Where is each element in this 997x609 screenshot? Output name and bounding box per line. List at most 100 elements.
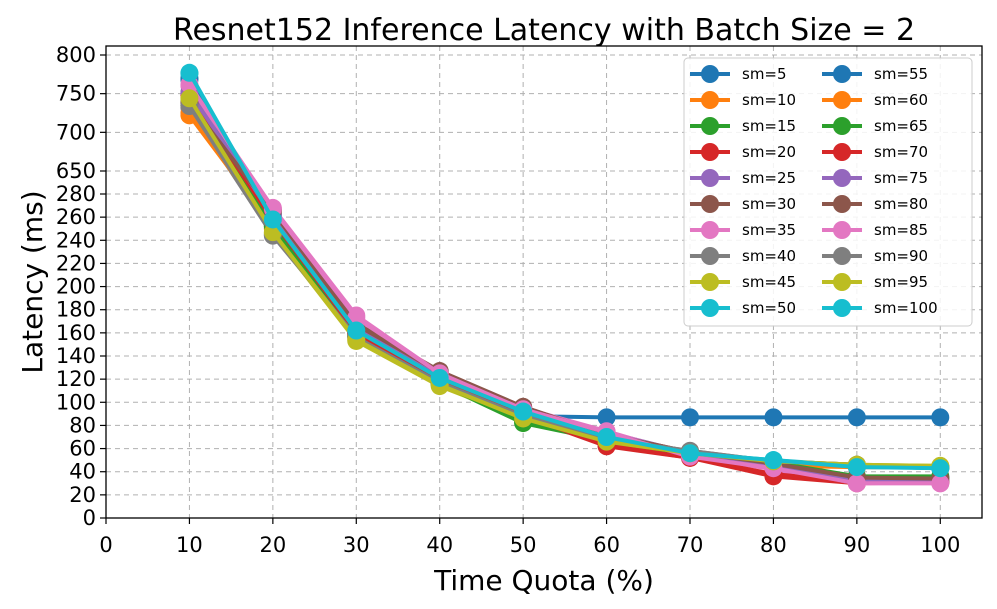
data-point (514, 402, 533, 421)
legend-label: sm=15 (742, 117, 796, 135)
y-axis: 0204060801001201401601802002202402602806… (56, 43, 106, 530)
y-tick-label: 40 (69, 460, 96, 484)
data-point (430, 368, 449, 387)
x-tick-label: 70 (677, 533, 704, 557)
series-line (187, 83, 941, 486)
legend-item: sm=55 (822, 65, 928, 83)
series-sm-100 (180, 63, 950, 478)
data-point (263, 210, 282, 229)
data-point (931, 408, 950, 427)
x-tick-label: 40 (426, 533, 453, 557)
legend-label: sm=25 (742, 169, 796, 187)
legend-item: sm=65 (822, 117, 928, 135)
x-axis: 0 10 20 30 40 50 60 70 80 90 100 (99, 518, 960, 557)
legend-swatch-marker (701, 169, 719, 187)
x-tick-label: 50 (510, 533, 537, 557)
legend-label: sm=30 (742, 195, 796, 213)
y-tick-label: 750 (56, 82, 96, 106)
legend-swatch-marker (833, 117, 851, 135)
legend-swatch-marker (833, 195, 851, 213)
y-tick-label: 180 (56, 298, 96, 322)
legend-item: sm=60 (822, 91, 928, 109)
series-line (187, 71, 941, 471)
legend-item: sm=10 (690, 91, 796, 109)
legend-box (683, 57, 973, 327)
legend-item: sm=25 (690, 169, 796, 187)
y-tick-label: 60 (69, 437, 96, 461)
legend-swatch-marker (701, 221, 719, 239)
legend-label: sm=35 (742, 221, 796, 239)
legend-swatch-marker (833, 65, 851, 83)
y-axis-label: Latency (ms) (16, 190, 49, 373)
x-tick-label: 30 (343, 533, 370, 557)
y-tick-label: 800 (56, 43, 96, 67)
y-tick-label: 120 (56, 367, 96, 391)
legend-swatch-marker (701, 143, 719, 161)
y-tick-label: 160 (56, 321, 96, 345)
legend-swatch-marker (833, 221, 851, 239)
y-tick-label: 140 (56, 344, 96, 368)
data-point (180, 89, 199, 108)
legend-label: sm=60 (874, 91, 928, 109)
data-point (847, 408, 866, 427)
chart-title: Resnet152 Inference Latency with Batch S… (173, 13, 915, 48)
y-tick-label: 280 (56, 182, 96, 206)
data-point (847, 458, 866, 477)
data-point (597, 428, 616, 446)
legend-item: sm=35 (690, 221, 796, 239)
legend-item: sm=80 (822, 195, 928, 213)
legend-swatch-marker (701, 117, 719, 135)
legend-label: sm=5 (742, 65, 787, 83)
y-tick-label: 200 (56, 275, 96, 299)
data-point (847, 474, 866, 493)
legend-label: sm=80 (874, 195, 928, 213)
x-tick-label: 0 (99, 533, 112, 557)
legend-swatch-marker (833, 247, 851, 265)
legend-label: sm=65 (874, 117, 928, 135)
x-tick-label: 80 (760, 533, 787, 557)
data-point (931, 459, 950, 478)
y-tick-label: 650 (56, 159, 96, 183)
legend-label: sm=10 (742, 91, 796, 109)
legend-swatch-marker (701, 91, 719, 109)
x-tick-label: 90 (843, 533, 870, 557)
legend-swatch-marker (701, 273, 719, 291)
legend-label: sm=75 (874, 169, 928, 187)
y-tick-label: 220 (56, 251, 96, 275)
legend-label: sm=45 (742, 273, 796, 291)
y-tick-label: 260 (56, 205, 96, 229)
x-tick-label: 100 (920, 533, 960, 557)
y-tick-label: 240 (56, 228, 96, 252)
legend-label: sm=50 (742, 299, 796, 317)
y-tick-label: 700 (56, 120, 96, 144)
data-point (180, 63, 199, 82)
legend-item: sm=50 (690, 299, 796, 317)
y-tick-label: 80 (69, 413, 96, 437)
legend-item: sm=70 (822, 143, 928, 161)
legend-swatch-marker (701, 299, 719, 317)
legend-item: sm=5 (690, 65, 787, 83)
legend-item: sm=40 (690, 247, 796, 265)
data-point (681, 444, 699, 463)
legend-label: sm=55 (874, 65, 928, 83)
x-tick-label: 60 (593, 533, 620, 557)
legend-label: sm=95 (874, 273, 928, 291)
data-point (931, 474, 950, 493)
legend-swatch-marker (833, 169, 851, 187)
plot-frame (105, 45, 983, 519)
legend-label: sm=90 (874, 247, 928, 265)
legend-item: sm=15 (690, 117, 796, 135)
x-axis-label: Time Quota (%) (433, 564, 654, 597)
legend-label: sm=40 (742, 247, 796, 265)
legend-swatch-marker (701, 247, 719, 265)
y-tick-label: 0 (83, 506, 96, 530)
data-point (764, 451, 783, 470)
legend-swatch-marker (833, 91, 851, 109)
legend-swatch-marker (833, 273, 851, 291)
legend-item: sm=100 (822, 299, 938, 317)
legend-label: sm=85 (874, 221, 928, 239)
data-point (597, 408, 616, 427)
y-tick-label: 20 (69, 483, 96, 507)
legend-swatch-marker (833, 143, 851, 161)
